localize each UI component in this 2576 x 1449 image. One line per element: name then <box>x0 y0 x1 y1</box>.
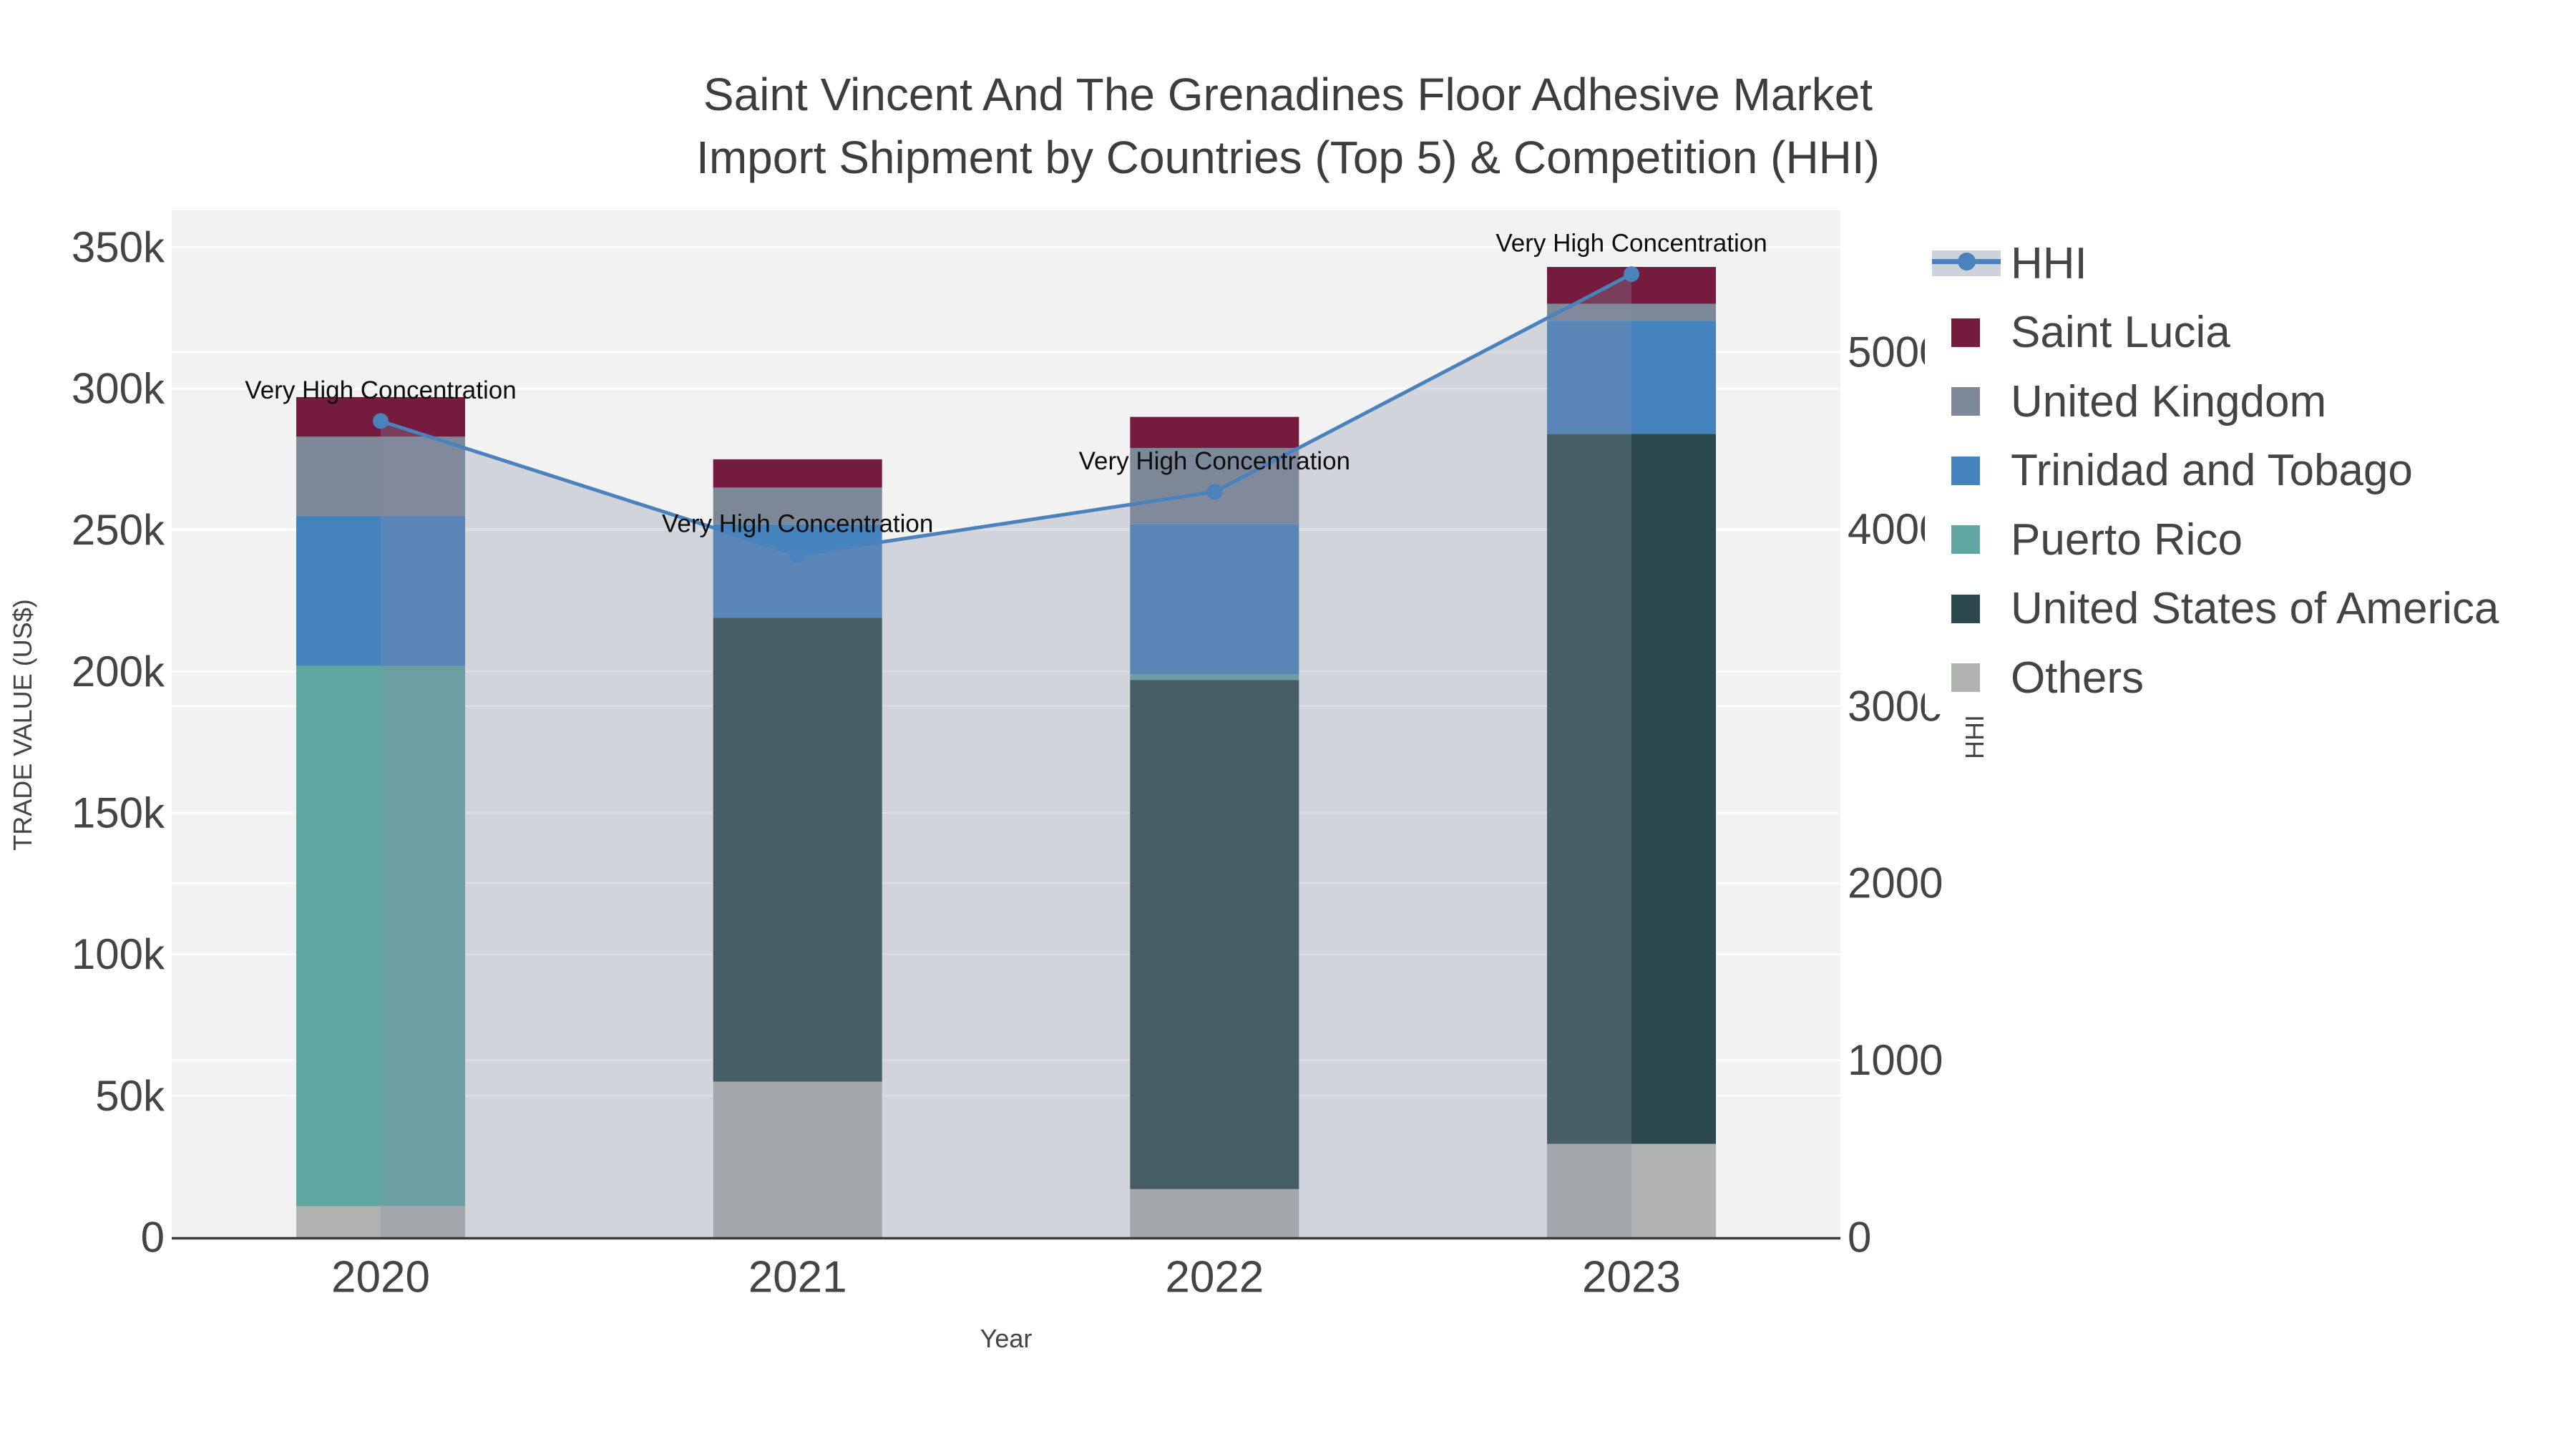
hhi-line[interactable] <box>380 272 1633 557</box>
hhi-marker-2020[interactable] <box>373 413 389 429</box>
bar-segment-2020-puerto-rico[interactable] <box>296 665 465 1206</box>
annotation-2023: Very High Concentration <box>1496 230 1767 258</box>
hhi-marker-dot <box>1958 253 1976 271</box>
legend-item-label: Saint Lucia <box>2011 308 2230 358</box>
hhi-area-fill <box>381 274 1632 1237</box>
y-right-tick-label: 2000 <box>1848 859 1943 907</box>
y-axis-title-left: TRADE VALUE (US$) <box>8 599 37 851</box>
bar-segment-2023-others[interactable] <box>1547 1143 1717 1237</box>
legend-item-label: United Kingdom <box>2011 376 2327 426</box>
others-swatch <box>1951 663 1980 693</box>
legend-item-united-states[interactable]: United States of America <box>1925 575 2563 644</box>
y-left-tick-label: 150k <box>72 789 165 837</box>
legend-item-label: HHI <box>2011 238 2087 288</box>
bar-segment-2021-trinidad-and-tobago[interactable] <box>713 524 882 618</box>
legend-item-label: Trinidad and Tobago <box>2011 446 2413 496</box>
bar-segment-2022-united-states-of-america[interactable] <box>1130 680 1299 1189</box>
bar-segment-2020-united-kingdom[interactable] <box>296 436 465 516</box>
y-left-tick-label: 300k <box>72 365 165 413</box>
y-left-tick-label: 50k <box>95 1072 165 1120</box>
bar-segment-2022-saint-lucia[interactable] <box>1130 416 1299 449</box>
bar-segment-2021-united-kingdom[interactable] <box>713 487 882 525</box>
chart-title-line2: Import Shipment by Countries (Top 5) & C… <box>696 132 1880 183</box>
annotation-2022: Very High Concentration <box>1079 447 1350 475</box>
legend-item-saint-lucia[interactable]: Saint Lucia <box>1925 298 2563 368</box>
united-kingdom-swatch <box>1951 387 1980 416</box>
legend-item-others[interactable]: Others <box>1925 643 2563 713</box>
legend-item-puerto-rico[interactable]: Puerto Rico <box>1925 505 2563 575</box>
y-left-tick-label: 250k <box>72 506 165 554</box>
bar-segment-2022-puerto-rico[interactable] <box>1130 674 1299 680</box>
legend: HHI Saint Lucia United Kingdom Trinidad … <box>1925 229 2563 714</box>
bar-segment-2021-united-states-of-america[interactable] <box>713 618 882 1082</box>
chart-title: Saint Vincent And The Grenadines Floor A… <box>0 63 2576 189</box>
chart-title-line1: Saint Vincent And The Grenadines Floor A… <box>703 69 1873 120</box>
y-right-tick-label: 1000 <box>1848 1036 1943 1084</box>
legend-item-trinidad-and-tobago[interactable]: Trinidad and Tobago <box>1925 436 2563 506</box>
united-states-swatch <box>1951 594 1980 623</box>
y-left-tick-label: 200k <box>72 648 165 696</box>
x-axis-title: Year <box>980 1324 1033 1353</box>
bar-segment-2020-others[interactable] <box>296 1206 465 1237</box>
saint-lucia-swatch <box>1951 318 1980 347</box>
puerto-rico-swatch <box>1951 525 1980 555</box>
bar-segment-2023-united-kingdom[interactable] <box>1547 303 1717 321</box>
annotation-2021: Very High Concentration <box>662 510 933 538</box>
bar-segment-2021-saint-lucia[interactable] <box>713 459 882 488</box>
bar-segment-2022-others[interactable] <box>1130 1189 1299 1237</box>
bar-segment-2020-trinidad-and-tobago[interactable] <box>296 515 465 666</box>
x-tick-label-2022: 2022 <box>1165 1253 1264 1302</box>
hhi-legend-swatch <box>1925 250 2011 277</box>
hhi-marker-2023[interactable] <box>1624 266 1640 283</box>
y-axis-title-right: HHI <box>1960 715 1989 759</box>
bar-segment-2023-trinidad-and-tobago[interactable] <box>1547 321 1717 434</box>
bar-segment-2023-united-states-of-america[interactable] <box>1547 434 1717 1144</box>
x-tick-label-2020: 2020 <box>331 1253 430 1302</box>
bar-segment-2021-others[interactable] <box>713 1081 882 1237</box>
bar-segment-2022-trinidad-and-tobago[interactable] <box>1130 524 1299 675</box>
hhi-area-swatch <box>1932 250 2001 277</box>
x-tick-label-2021: 2021 <box>748 1253 847 1302</box>
y-left-tick-label: 100k <box>72 930 165 978</box>
hhi-marker-2021[interactable] <box>789 547 806 563</box>
legend-item-label: United States of America <box>2011 584 2499 634</box>
y-left-tick-label: 350k <box>72 223 165 271</box>
legend-item-united-kingdom[interactable]: United Kingdom <box>1925 367 2563 436</box>
trinidad-and-tobago-swatch <box>1951 456 1980 485</box>
y-right-tick-label: 0 <box>1848 1214 1871 1262</box>
x-tick-label-2023: 2023 <box>1582 1253 1681 1302</box>
legend-item-label: Puerto Rico <box>2011 514 2243 565</box>
y-left-tick-label: 0 <box>141 1214 165 1262</box>
annotation-2020: Very High Concentration <box>245 376 516 404</box>
legend-item-label: Others <box>2011 653 2145 703</box>
legend-item-hhi[interactable]: HHI <box>1925 229 2563 298</box>
hhi-marker-2022[interactable] <box>1206 484 1223 500</box>
